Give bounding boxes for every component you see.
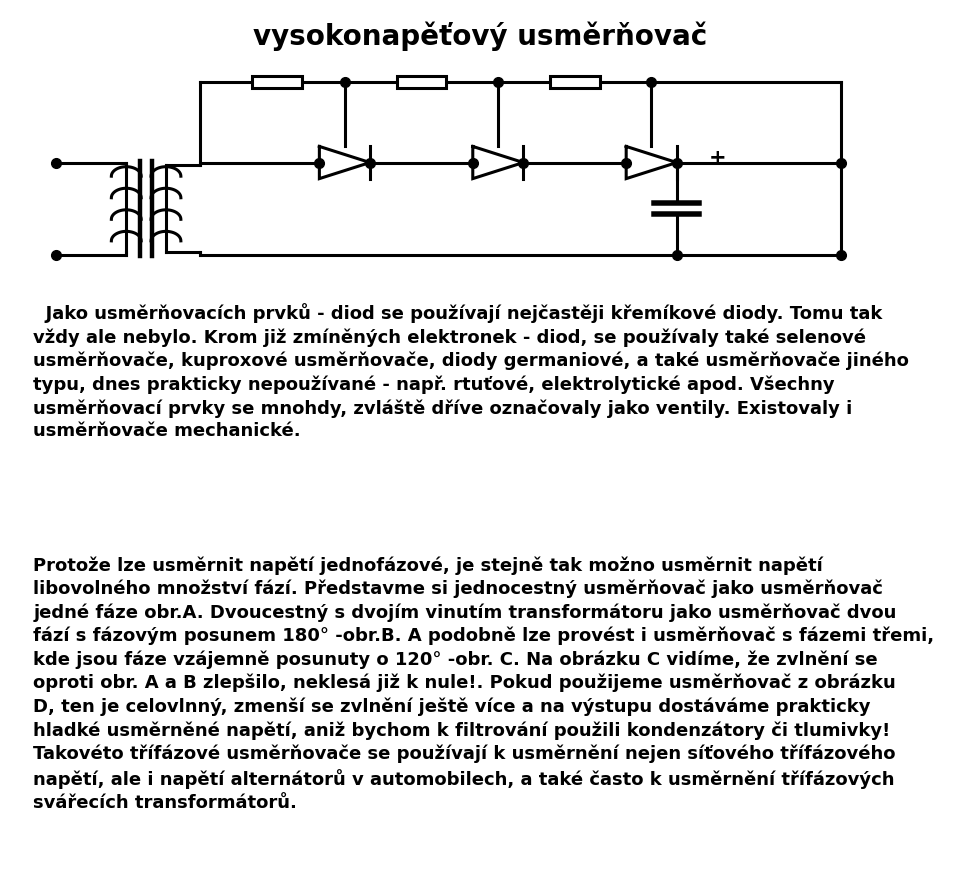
Text: vysokonapěťový usměrňovač: vysokonapěťový usměrňovač <box>252 22 708 51</box>
Bar <box>550 76 600 88</box>
Bar <box>396 76 446 88</box>
Bar <box>252 76 301 88</box>
Text: Protože lze usměrnit napětí jednofázové, je stejně tak možno usměrnit napětí
lib: Protože lze usměrnit napětí jednofázové,… <box>34 556 935 812</box>
Text: +: + <box>708 148 726 168</box>
Text: Jako usměrňovacích prvků - diod se používají nejčastěji křemíkové diody. Tomu ta: Jako usměrňovacích prvků - diod se použí… <box>34 303 909 441</box>
